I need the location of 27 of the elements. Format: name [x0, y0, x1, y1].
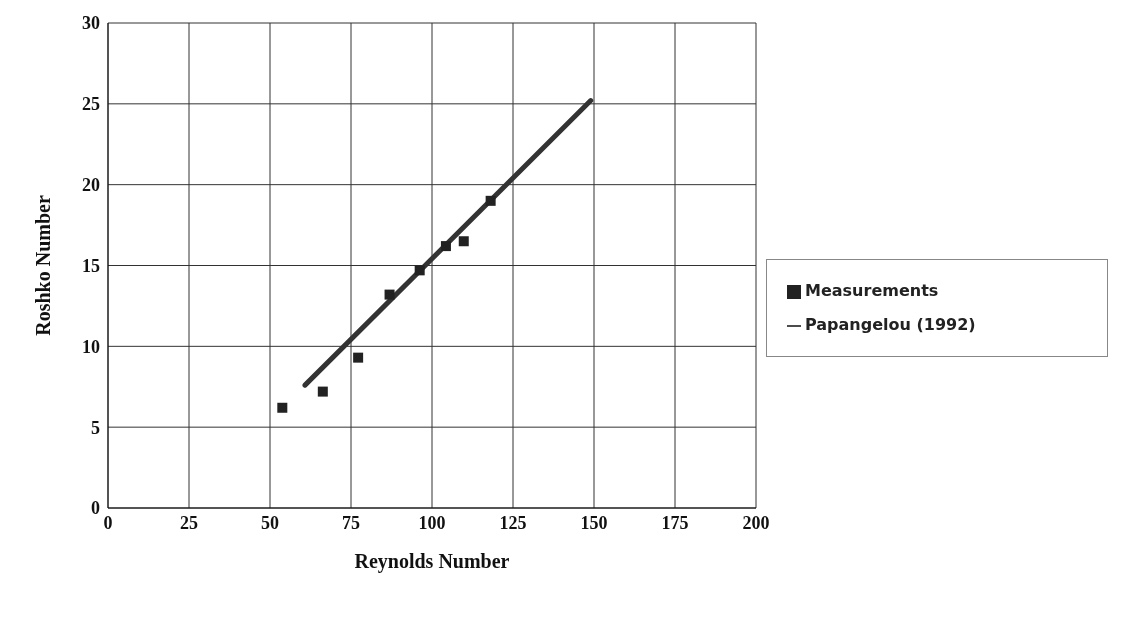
x-tick-label: 25: [180, 512, 198, 533]
legend-label: Measurements: [805, 281, 939, 300]
x-tick-label: 100: [418, 512, 446, 533]
y-axis-title: Roshko Number: [32, 195, 55, 336]
point: [458, 236, 469, 247]
y-tick-label: 30: [82, 13, 100, 34]
y-tick-label: 10: [82, 336, 100, 357]
y-tick-label: 25: [82, 94, 100, 115]
point: [440, 241, 451, 252]
x-tick-label: 200: [742, 512, 770, 533]
x-tick-label: 75: [342, 512, 360, 533]
point: [414, 265, 425, 276]
y-tick-label: 15: [82, 255, 100, 276]
x-tick-label: 175: [661, 512, 689, 533]
x-axis-title: Reynolds Number: [354, 550, 510, 573]
point: [485, 195, 496, 206]
point: [384, 289, 395, 300]
y-tick-label: 0: [91, 498, 100, 519]
x-tick-label: 125: [499, 512, 527, 533]
legend-label: Papangelou (1992): [805, 315, 976, 334]
y-tick-label: 20: [82, 175, 100, 196]
point: [353, 352, 364, 363]
y-tick-label: 5: [91, 417, 100, 438]
x-tick-label: 50: [261, 512, 279, 533]
point: [317, 386, 328, 397]
x-tick-label: 150: [580, 512, 608, 533]
point: [277, 402, 288, 413]
